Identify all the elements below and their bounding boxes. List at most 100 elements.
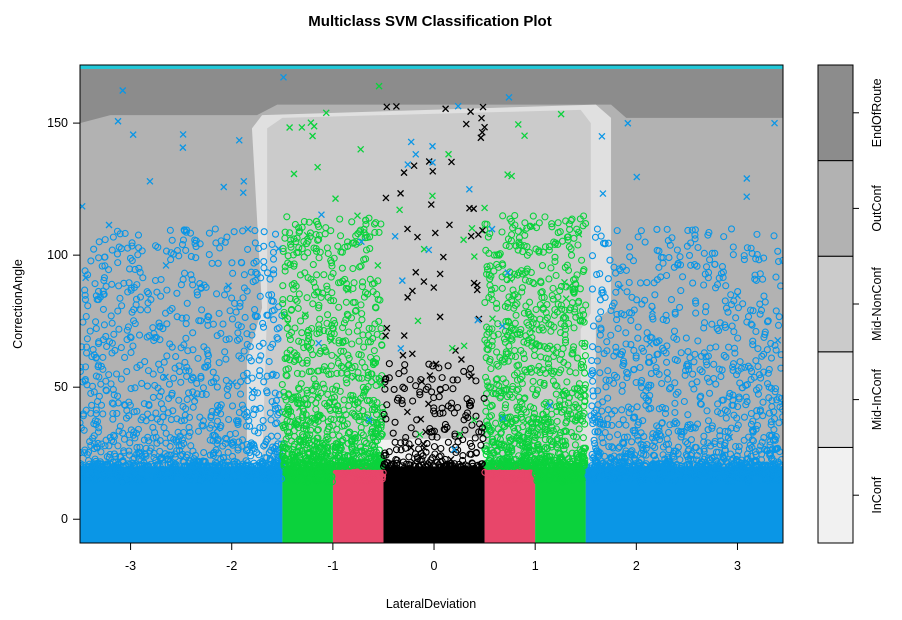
point [126,254,135,262]
point [259,319,267,327]
point [149,434,157,442]
point [587,412,595,420]
point [90,245,98,253]
point [127,334,135,342]
point [80,464,88,472]
point [251,462,259,470]
legend-label: Mid-InConf [870,369,884,431]
point [234,444,242,452]
point [272,396,280,405]
point [196,280,204,288]
point [130,462,139,470]
point [758,352,766,360]
point [131,384,139,392]
point [269,255,278,263]
point [239,294,247,302]
point [263,372,271,380]
point [232,417,241,425]
point [187,252,195,261]
point [238,259,246,267]
point [185,367,193,375]
point [596,369,604,377]
point [138,477,146,485]
point [637,227,645,235]
point [172,461,180,469]
point [254,429,262,437]
point [198,421,206,429]
point [753,230,761,238]
point [198,306,206,314]
point [350,476,358,484]
point [651,291,659,299]
point [662,311,670,319]
point [138,379,146,388]
point [82,363,90,371]
point [185,432,193,440]
point [740,252,748,260]
point [703,374,712,382]
point [203,346,211,354]
point [711,476,719,484]
point [705,268,713,277]
point [97,448,105,456]
point [743,244,751,252]
point [240,271,248,279]
point [754,362,762,371]
chart-title: Multiclass SVM Classification Plot [308,13,551,30]
point [665,428,673,437]
point [219,320,227,328]
point [213,383,221,391]
point [113,250,122,258]
point [133,407,141,415]
point [125,279,133,287]
point [700,324,708,332]
point [602,376,610,384]
point [149,423,157,431]
point [432,475,440,484]
point [149,324,157,332]
point [150,462,158,470]
point [636,279,645,287]
point [83,381,91,389]
point [747,320,755,328]
point [677,287,685,295]
point [242,461,251,470]
point [300,468,309,476]
point [594,387,602,395]
legend-swatch [817,160,854,257]
point [87,257,95,265]
point [95,338,103,346]
point [649,430,657,438]
point [131,478,139,486]
point [230,228,238,236]
point [214,435,222,443]
point [173,447,181,455]
point [80,426,88,434]
point [162,429,170,437]
point [402,477,410,485]
point [734,403,742,411]
point [95,392,103,400]
point [186,428,194,436]
point [144,289,152,298]
point [173,289,181,297]
point [633,403,641,411]
point [86,327,94,335]
point [677,349,685,357]
point [251,427,259,435]
point [664,462,672,470]
point [255,372,263,380]
point [175,362,183,370]
point [707,442,715,450]
point [199,384,207,392]
point [157,292,165,300]
point [670,476,678,485]
point [103,342,111,351]
point [217,401,225,409]
point [339,473,347,482]
point [206,424,214,432]
point [666,421,674,429]
point [193,291,202,299]
point [612,288,620,296]
point [143,333,151,341]
